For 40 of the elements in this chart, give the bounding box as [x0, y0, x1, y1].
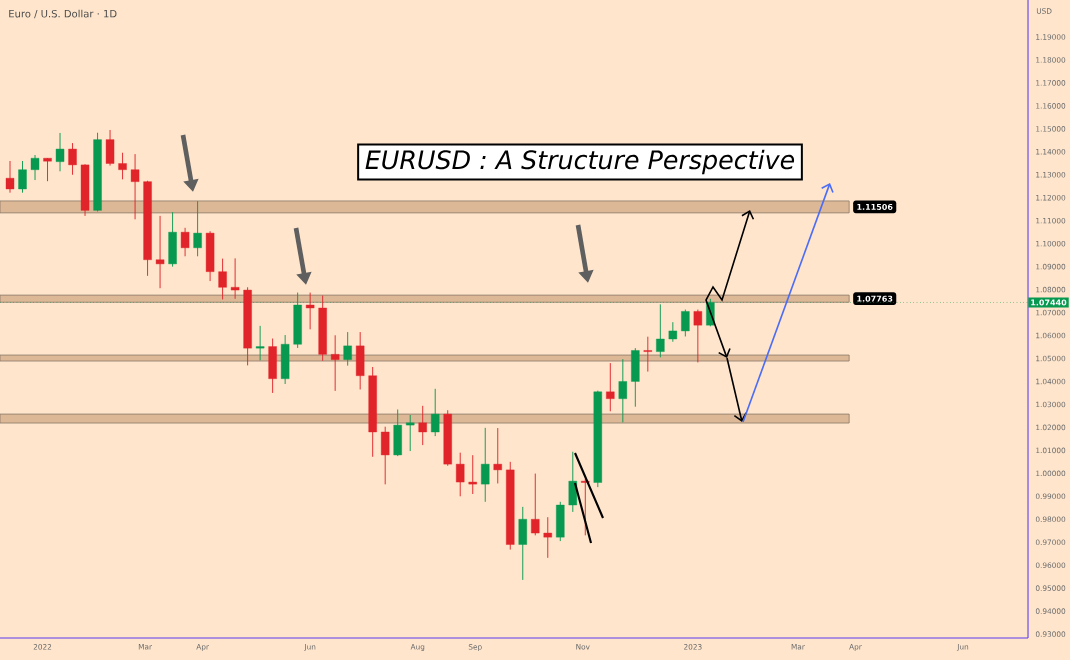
band-label: 1.07763 — [857, 295, 893, 302]
candlestick — [18, 160, 27, 194]
candlestick — [230, 257, 240, 300]
text: Euro / U.S. Dollar · 1D — [9, 9, 117, 19]
candlestick — [155, 215, 165, 289]
candlestick — [30, 154, 40, 181]
annotation: EURUSD : A Structure Perspective — [365, 149, 795, 175]
candlestick — [343, 331, 352, 367]
candlestick — [55, 132, 65, 172]
candlestick — [681, 309, 690, 337]
candlestick — [418, 405, 427, 446]
candlestick — [193, 200, 202, 257]
candlestick — [380, 426, 390, 485]
candlestick — [118, 152, 127, 180]
candlestick — [431, 388, 440, 437]
candlestick — [68, 142, 77, 176]
candlestick — [668, 321, 678, 343]
candlestick — [255, 325, 265, 361]
candlestick — [493, 427, 502, 484]
candlestick — [130, 153, 140, 220]
band-label: 1.11506 — [857, 203, 893, 210]
candlestick — [330, 334, 340, 392]
candlestick — [305, 292, 315, 330]
candlestick — [105, 129, 115, 167]
candlestick — [481, 427, 490, 503]
candlestick — [643, 336, 653, 373]
candlestick — [531, 473, 540, 536]
candlestick — [543, 516, 552, 559]
candlestick — [406, 414, 415, 452]
candlestick — [180, 227, 190, 257]
candlestick — [218, 258, 227, 300]
candlestick — [456, 452, 465, 497]
candlestick — [618, 358, 628, 423]
candlestick — [693, 309, 703, 363]
candlestick — [606, 362, 615, 412]
candlestick — [5, 160, 15, 194]
ref-line-label: 1.07440 — [1031, 299, 1067, 306]
candlestick — [568, 451, 577, 513]
candlestick — [43, 157, 52, 182]
candlestick — [468, 454, 477, 495]
